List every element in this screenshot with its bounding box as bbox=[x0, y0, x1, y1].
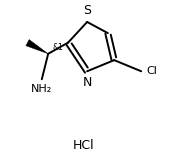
Text: Cl: Cl bbox=[146, 66, 157, 76]
Polygon shape bbox=[26, 40, 48, 54]
Text: NH₂: NH₂ bbox=[30, 84, 52, 94]
Text: HCl: HCl bbox=[73, 139, 95, 152]
Text: S: S bbox=[83, 4, 91, 17]
Text: N: N bbox=[83, 76, 93, 89]
Text: &1: &1 bbox=[53, 43, 64, 52]
